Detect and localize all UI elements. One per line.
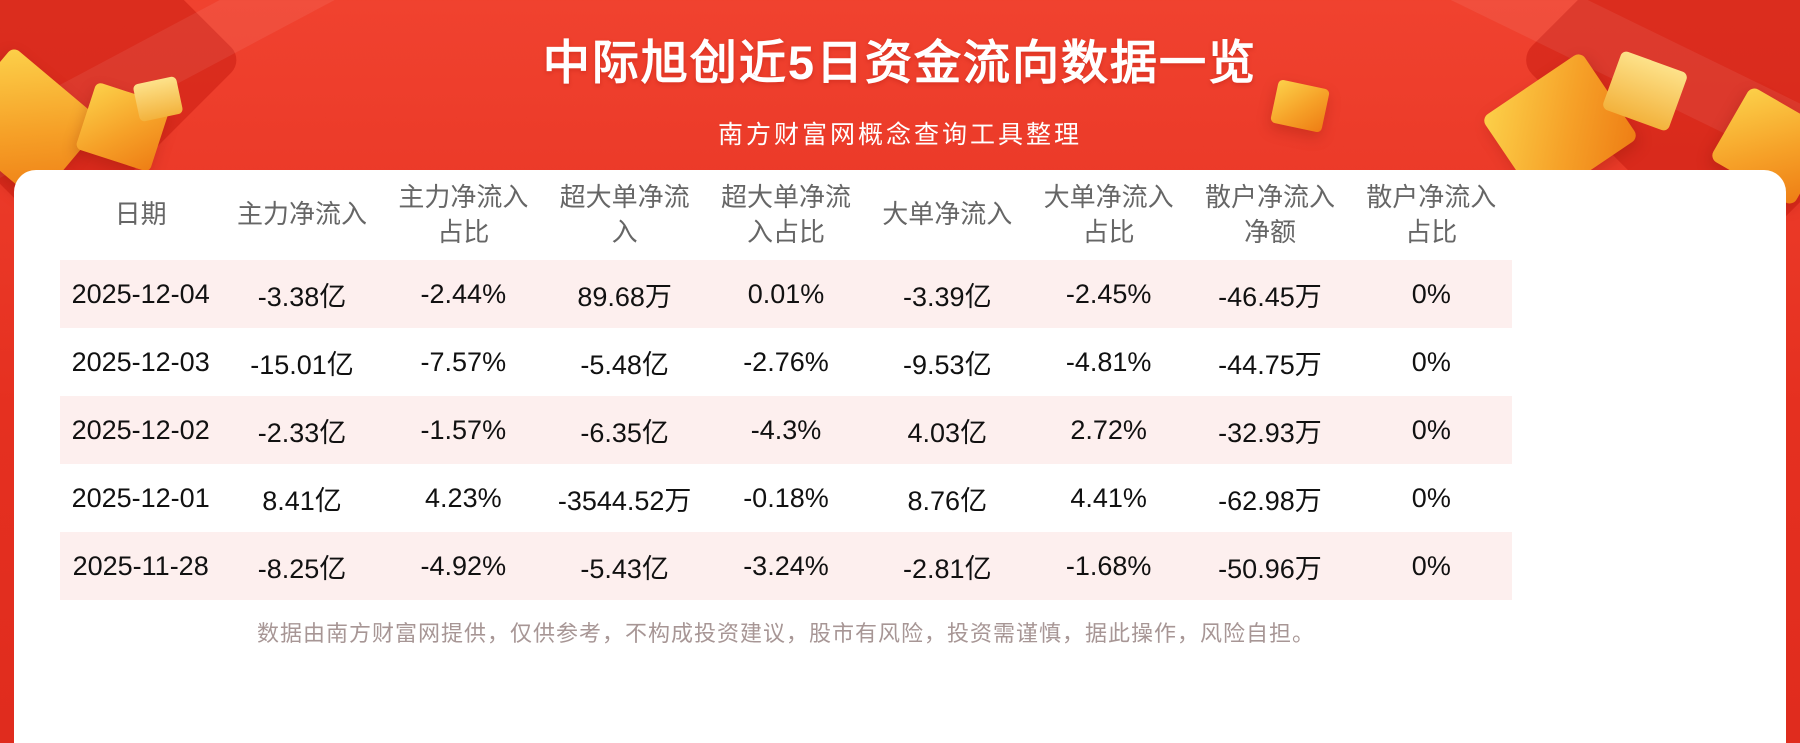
value-cell: -15.01亿 [250, 349, 354, 380]
value-cell: -1.68% [1065, 550, 1152, 581]
value-cell: -0.18% [743, 482, 829, 513]
date-cell: 2025-12-02 [71, 414, 210, 445]
table-row: 2025-12-01 8.41亿 4.23% -3544.52万 -0.18% 8.76亿… [60, 464, 1512, 532]
value-cell: 0% [1411, 550, 1451, 581]
value-cell: 8.76亿 [907, 485, 988, 516]
value-cell: -7.57% [420, 346, 507, 377]
value-cell: -2.44% [420, 278, 507, 309]
value-cell: 0.01% [747, 278, 825, 309]
value-cell: -2.33亿 [257, 417, 347, 448]
value-cell: -4.3% [750, 414, 822, 445]
value-cell: -3.39亿 [903, 281, 992, 312]
value-cell: -9.53亿 [903, 349, 992, 380]
value-cell: -1.57% [420, 414, 507, 445]
table-header-row: 日期 主力净流入 主力净流入占比 超大单净流入 超大单净流入占比 大单净流入 大单净流入占比… [60, 170, 1512, 260]
value-cell: -6.35亿 [580, 417, 669, 448]
value-cell: 0% [1411, 278, 1451, 309]
value-cell: 8.41亿 [262, 485, 342, 516]
disclaimer-text: 数据由南方财富网提供，仅供参考，不构成投资建议，股市有风险，投资需谨慎，据此操作… [256, 621, 1315, 646]
fund-flow-table: 日期 主力净流入 主力净流入占比 超大单净流入 超大单净流入占比 大单净流入 大单净流入占比… [60, 170, 1512, 600]
table-head: 日期 主力净流入 主力净流入占比 超大单净流入 超大单净流入占比 大单净流入 大单净流入占比… [60, 170, 1512, 260]
value-cell: -2.76% [743, 346, 829, 377]
value-cell: 4.41% [1070, 482, 1147, 513]
date-cell: 2025-11-28 [72, 550, 209, 581]
value-cell: -46.45万 [1218, 281, 1322, 312]
value-cell: 0% [1411, 482, 1451, 513]
table-body: 2025-12-04 -3.38亿 -2.44% 89.68万 0.01% -3.39亿 -… [60, 260, 1512, 600]
value-cell: -5.48亿 [580, 349, 669, 380]
date-cell: 2025-12-04 [71, 278, 210, 309]
column-header: 大单净流入占比 [1043, 181, 1174, 247]
column-header: 大单净流入 [882, 199, 1013, 230]
table-row: 2025-11-28 -8.25亿 -4.92% -5.43亿 -3.24% -2.81亿… [60, 532, 1512, 600]
table-row: 2025-12-03 -15.01亿 -7.57% -5.48亿 -2.76% -9.53… [60, 328, 1512, 396]
value-cell: -62.98万 [1218, 485, 1322, 516]
column-header: 主力净流入占比 [398, 181, 529, 247]
table-row: 2025-12-04 -3.38亿 -2.44% 89.68万 0.01% -3.39亿 -… [60, 260, 1512, 328]
value-cell: 0% [1411, 346, 1451, 377]
value-cell: 0% [1411, 414, 1451, 445]
value-cell: -3.38亿 [257, 281, 347, 312]
value-cell: 89.68万 [577, 281, 672, 312]
value-cell: -3.24% [743, 550, 829, 581]
column-header: 主力净流入 [236, 199, 367, 230]
page-subtitle: 南方财富网概念查询工具整理 [717, 121, 1082, 149]
value-cell: -50.96万 [1218, 553, 1322, 584]
value-cell: -8.25亿 [257, 553, 347, 584]
value-cell: -2.45% [1065, 278, 1152, 309]
banner: 中际旭创近5日资金流向数据一览 南方财富网概念查询工具整理 [0, 0, 1800, 170]
column-header: 散户净流入占比 [1366, 181, 1497, 247]
date-cell: 2025-12-03 [71, 346, 210, 377]
column-header: 超大单净流入占比 [720, 181, 851, 247]
column-header: 日期 [114, 199, 167, 230]
value-cell: -4.81% [1065, 346, 1152, 377]
table-row: 2025-12-02 -2.33亿 -1.57% -6.35亿 -4.3% 4.03亿 2.… [60, 396, 1512, 464]
value-cell: 4.23% [425, 482, 502, 513]
value-cell: -32.93万 [1218, 417, 1322, 448]
value-cell: 2.72% [1070, 414, 1147, 445]
value-cell: -44.75万 [1218, 349, 1322, 380]
date-cell: 2025-12-01 [71, 482, 210, 513]
value-cell: -4.92% [420, 550, 507, 581]
page-title: 中际旭创近5日资金流向数据一览 [542, 36, 1258, 89]
value-cell: -5.43亿 [580, 553, 669, 584]
column-header: 散户净流入净额 [1204, 181, 1335, 247]
value-cell: 4.03亿 [907, 417, 988, 448]
value-cell: -2.81亿 [903, 553, 992, 584]
content-card: 南方财富网 Southmoney.com 日期 主力净流入 主力净流入占比 超大单净流… [14, 170, 1786, 743]
value-cell: -3544.52万 [557, 485, 692, 516]
fund-flow-table-wrap: 日期 主力净流入 主力净流入占比 超大单净流入 超大单净流入占比 大单净流入 大单净流入占比… [60, 170, 1512, 600]
column-header: 超大单净流入 [559, 181, 690, 247]
